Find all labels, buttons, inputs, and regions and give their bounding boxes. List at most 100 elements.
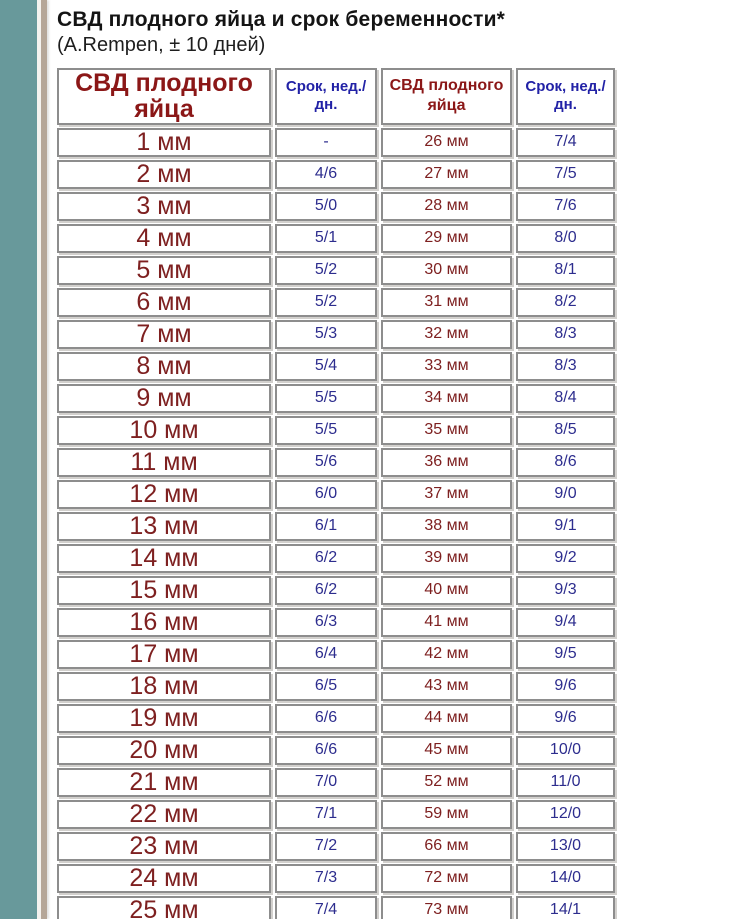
svd-value-right: 26 мм bbox=[381, 127, 512, 157]
table-row: 5 мм 5/2 30 мм 8/1 bbox=[57, 255, 615, 285]
term-value-right: 7/5 bbox=[516, 159, 615, 189]
svd-value-left: 19 мм bbox=[57, 703, 271, 733]
svd-value-left: 3 мм bbox=[57, 191, 271, 221]
term-value-left: 7/2 bbox=[275, 831, 377, 861]
term-value-left: 6/2 bbox=[275, 575, 377, 605]
term-value-right: 8/0 bbox=[516, 223, 615, 253]
term-value-left: 7/4 bbox=[275, 895, 377, 919]
svd-value-left: 23 мм bbox=[57, 831, 271, 861]
header-term-right: Срок, нед./ дн. bbox=[516, 68, 615, 125]
table-row: 11 мм 5/6 36 мм 8/6 bbox=[57, 447, 615, 477]
table-row: 3 мм 5/0 28 мм 7/6 bbox=[57, 191, 615, 221]
svd-value-right: 35 мм bbox=[381, 415, 512, 445]
svd-value-left: 12 мм bbox=[57, 479, 271, 509]
table-row: 7 мм 5/3 32 мм 8/3 bbox=[57, 319, 615, 349]
term-value-right: 9/0 bbox=[516, 479, 615, 509]
page-title: СВД плодного яйца и срок беременности* bbox=[57, 8, 506, 31]
term-value-right: 8/2 bbox=[516, 287, 615, 317]
svd-value-right: 33 мм bbox=[381, 351, 512, 381]
svd-value-right: 36 мм bbox=[381, 447, 512, 477]
table-row: 24 мм 7/3 72 мм 14/0 bbox=[57, 863, 615, 893]
term-value-right: 8/5 bbox=[516, 415, 615, 445]
term-value-right: 8/3 bbox=[516, 351, 615, 381]
svd-value-left: 17 мм bbox=[57, 639, 271, 669]
term-value-left: 6/5 bbox=[275, 671, 377, 701]
term-value-right: 12/0 bbox=[516, 799, 615, 829]
svd-value-right: 59 мм bbox=[381, 799, 512, 829]
term-value-left: 5/4 bbox=[275, 351, 377, 381]
term-value-left: 6/2 bbox=[275, 543, 377, 573]
svd-value-right: 66 мм bbox=[381, 831, 512, 861]
term-value-left: 5/1 bbox=[275, 223, 377, 253]
svd-value-right: 40 мм bbox=[381, 575, 512, 605]
svd-value-right: 42 мм bbox=[381, 639, 512, 669]
svd-value-left: 21 мм bbox=[57, 767, 271, 797]
term-value-left: 6/6 bbox=[275, 703, 377, 733]
term-value-right: 14/0 bbox=[516, 863, 615, 893]
svd-value-right: 73 мм bbox=[381, 895, 512, 919]
table-row: 6 мм 5/2 31 мм 8/2 bbox=[57, 287, 615, 317]
svd-value-left: 24 мм bbox=[57, 863, 271, 893]
svd-value-right: 31 мм bbox=[381, 287, 512, 317]
svd-value-right: 39 мм bbox=[381, 543, 512, 573]
table-row: 12 мм 6/0 37 мм 9/0 bbox=[57, 479, 615, 509]
table-row: 18 мм 6/5 43 мм 9/6 bbox=[57, 671, 615, 701]
term-value-left: 5/2 bbox=[275, 287, 377, 317]
term-value-left: 6/3 bbox=[275, 607, 377, 637]
term-value-left: 6/0 bbox=[275, 479, 377, 509]
svd-value-left: 14 мм bbox=[57, 543, 271, 573]
table-row: 1 мм -26 мм 7/4 bbox=[57, 127, 615, 157]
term-value-right: 8/3 bbox=[516, 319, 615, 349]
table-row: 9 мм 5/5 34 мм 8/4 bbox=[57, 383, 615, 413]
svd-value-left: 25 мм bbox=[57, 895, 271, 919]
table-row: 13 мм 6/1 38 мм 9/1 bbox=[57, 511, 615, 541]
term-value-left: 5/0 bbox=[275, 191, 377, 221]
svd-value-right: 27 мм bbox=[381, 159, 512, 189]
svd-value-right: 29 мм bbox=[381, 223, 512, 253]
svd-value-right: 52 мм bbox=[381, 767, 512, 797]
term-value-right: 9/6 bbox=[516, 703, 615, 733]
svd-value-left: 18 мм bbox=[57, 671, 271, 701]
table-row: 19 мм 6/6 44 мм 9/6 bbox=[57, 703, 615, 733]
table-row: 17 мм 6/4 42 мм 9/5 bbox=[57, 639, 615, 669]
svd-value-left: 8 мм bbox=[57, 351, 271, 381]
table-header-row: СВД плодного яйца Срок, нед./ дн. СВД пл… bbox=[57, 68, 615, 125]
svd-value-left: 4 мм bbox=[57, 223, 271, 253]
term-value-left: 5/5 bbox=[275, 383, 377, 413]
svd-value-left: 6 мм bbox=[57, 287, 271, 317]
svd-value-left: 1 мм bbox=[57, 127, 271, 157]
svd-value-left: 5 мм bbox=[57, 255, 271, 285]
table-row: 4 мм 5/1 29 мм 8/0 bbox=[57, 223, 615, 253]
term-value-right: 14/1 bbox=[516, 895, 615, 919]
table-row: 2 мм 4/6 27 мм 7/5 bbox=[57, 159, 615, 189]
term-value-left: 5/6 bbox=[275, 447, 377, 477]
svd-value-right: 41 мм bbox=[381, 607, 512, 637]
term-value-right: 13/0 bbox=[516, 831, 615, 861]
table-row: 20 мм 6/6 45 мм 10/0 bbox=[57, 735, 615, 765]
table-row: 14 мм 6/2 39 мм 9/2 bbox=[57, 543, 615, 573]
svd-value-right: 45 мм bbox=[381, 735, 512, 765]
term-value-right: 9/2 bbox=[516, 543, 615, 573]
content-area: СВД плодного яйца и срок беременности* (… bbox=[57, 6, 623, 919]
svd-value-left: 20 мм bbox=[57, 735, 271, 765]
table-row: 10 мм 5/5 35 мм 8/5 bbox=[57, 415, 615, 445]
svd-value-right: 34 мм bbox=[381, 383, 512, 413]
term-value-right: 8/4 bbox=[516, 383, 615, 413]
table-body: 1 мм -26 мм 7/4 2 мм 4/6 27 мм 7/5 3 мм 5/0 28 мм… bbox=[57, 127, 615, 919]
term-value-left: 7/0 bbox=[275, 767, 377, 797]
table-row: 23 мм 7/2 66 мм 13/0 bbox=[57, 831, 615, 861]
term-value-left: - bbox=[275, 127, 377, 157]
gestational-sac-table: СВД плодного яйца Срок, нед./ дн. СВД пл… bbox=[53, 65, 619, 919]
svd-value-right: 30 мм bbox=[381, 255, 512, 285]
term-value-right: 8/6 bbox=[516, 447, 615, 477]
term-value-right: 9/5 bbox=[516, 639, 615, 669]
term-value-right: 9/1 bbox=[516, 511, 615, 541]
svd-value-left: 10 мм bbox=[57, 415, 271, 445]
term-value-left: 5/2 bbox=[275, 255, 377, 285]
page-subtitle: (A.Rempen, ± 10 дней) bbox=[57, 34, 266, 56]
svd-value-left: 9 мм bbox=[57, 383, 271, 413]
term-value-left: 6/1 bbox=[275, 511, 377, 541]
svd-value-left: 2 мм bbox=[57, 159, 271, 189]
svd-value-left: 7 мм bbox=[57, 319, 271, 349]
